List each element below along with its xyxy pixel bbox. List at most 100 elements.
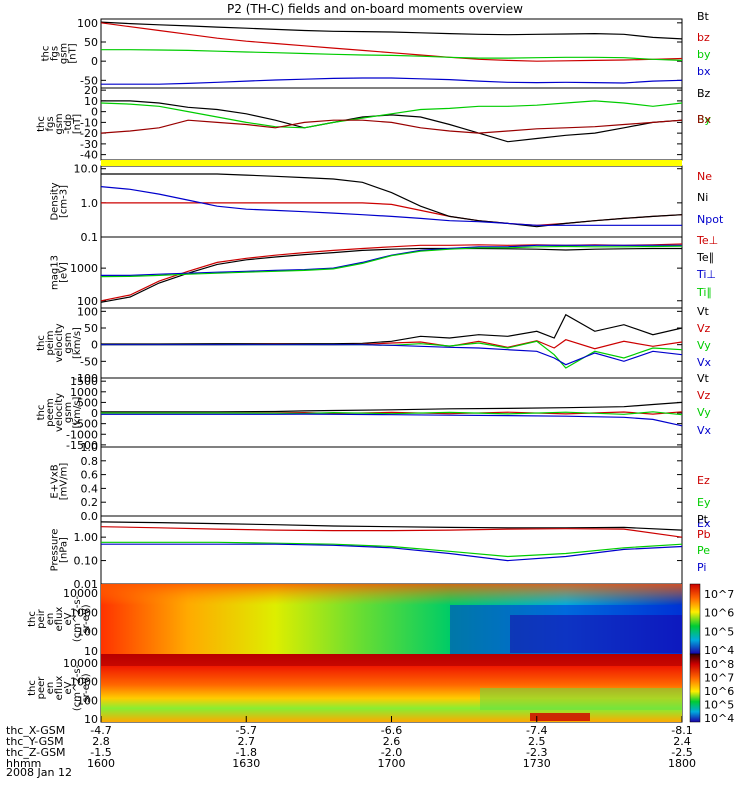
peim_velocity-series-3 xyxy=(101,344,683,366)
y-tick-label: 10 xyxy=(84,95,98,108)
y-tick-label: 1.0 xyxy=(81,441,99,454)
legend-entry: Vy xyxy=(697,339,711,352)
y-axis-label: [eV] xyxy=(59,262,70,283)
y-axis-label: [km/s] xyxy=(72,396,83,428)
y-axis-label: E+VxB xyxy=(50,464,61,498)
y-axis-label: fgs xyxy=(45,116,56,131)
y-tick-label: 100 xyxy=(77,305,98,318)
x-tick-label: -7.4 xyxy=(526,724,547,737)
legend-entry: Pb xyxy=(697,528,711,541)
density-frame xyxy=(100,165,683,238)
pressure-series-0 xyxy=(100,521,683,531)
x-tick-label: -2.3 xyxy=(526,746,547,759)
y-axis-label: velocity xyxy=(54,323,65,362)
y-tick-label: 10 xyxy=(84,713,98,726)
colorbar-label: 10^6 xyxy=(704,607,734,620)
legend-entry: Ni xyxy=(697,191,708,204)
y-tick-label: 0.01 xyxy=(74,578,99,591)
peem_velocity-series-3 xyxy=(101,413,683,427)
y-axis-label: [nPa] xyxy=(59,537,70,563)
y-tick-label: 10 xyxy=(84,645,98,658)
x-row-label: thc_X-GSM xyxy=(6,724,65,737)
colorbar-label: 10^6 xyxy=(704,685,734,698)
density-series-2 xyxy=(100,186,682,226)
y-axis-label: -tdp xyxy=(63,114,74,134)
y-axis-label: mag13 xyxy=(50,255,61,290)
legend-entry: by xyxy=(697,48,711,61)
y-tick-label: 0.8 xyxy=(81,455,99,468)
x-tick-label: 2.8 xyxy=(92,735,110,748)
date-label: 2008 Jan 12 xyxy=(6,766,72,779)
y-axis-label: gsm xyxy=(63,402,74,423)
y-axis-label: fgs xyxy=(50,46,61,61)
y-tick-label: 1500 xyxy=(70,375,98,388)
y-axis-label: [nT] xyxy=(72,114,83,134)
peem_velocity-series-0 xyxy=(101,401,683,413)
legend-entry: By xyxy=(697,113,712,126)
y-axis-label: eflux xyxy=(54,607,65,632)
legend-entry: Ex xyxy=(697,517,711,530)
legend-entry: Vt xyxy=(697,372,710,385)
electron-spectrogram xyxy=(101,654,682,722)
y-axis-label: sr-eV) xyxy=(81,673,92,702)
legend-entry: Vz xyxy=(697,322,711,335)
legend-entry: Vx xyxy=(697,424,712,437)
y-axis-label: peer xyxy=(36,676,47,700)
legend-entry: bx xyxy=(697,65,711,78)
y-axis-label: eV xyxy=(63,612,74,625)
peem_velocity-series-2 xyxy=(101,411,683,416)
fgs_gsm-series-0 xyxy=(100,21,683,40)
fgs_gsm-series-1 xyxy=(100,22,683,62)
y-tick-label: -40 xyxy=(80,149,98,162)
efield-frame xyxy=(100,446,683,517)
y-axis-label: gsm xyxy=(54,113,65,134)
y-axis-label: [nT] xyxy=(68,43,79,63)
fgs_gsm-series-3 xyxy=(101,77,683,85)
temperature-panel: 1000 100 mag13[eV] Te⊥ Te∥ Ti⊥ Ti∥ xyxy=(50,234,718,309)
temperature-series-3 xyxy=(100,245,683,278)
colorbar-label: 10^5 xyxy=(704,699,734,712)
y-tick-label: 0.4 xyxy=(81,482,99,495)
y-tick-label: 1000 xyxy=(70,676,98,689)
legend-entry: Te⊥ xyxy=(696,234,718,247)
quality-bar xyxy=(101,160,682,166)
y-tick-label: 10000 xyxy=(63,657,98,670)
legend-entry: Vy xyxy=(697,406,711,419)
y-axis-label: gsm xyxy=(59,43,70,64)
y-tick-label: 100 xyxy=(77,295,98,308)
legend-entry: Pi xyxy=(697,561,706,574)
x-tick-label: 2.4 xyxy=(673,735,691,748)
legend-entry: Te∥ xyxy=(696,251,714,264)
ion-spectrogram xyxy=(101,584,682,654)
temperature-series-0 xyxy=(100,243,683,302)
y-tick-label: -30 xyxy=(80,138,98,151)
y-axis-label: en xyxy=(45,613,56,626)
x-tick-label: -4.7 xyxy=(90,724,111,737)
density-panel: 10.0 1.0 0.1 Density[cm-3] Ne Ni Npot xyxy=(50,163,724,244)
ion-colorbar xyxy=(689,583,701,655)
y-tick-label: 20 xyxy=(84,84,98,97)
y-tick-label: 0.1 xyxy=(81,231,99,244)
y-tick-label: 1000 xyxy=(70,386,98,399)
fgs_gsm-series-2 xyxy=(101,49,683,61)
legend-entry: Bz xyxy=(697,87,711,100)
colorbar-label: 10^4 xyxy=(704,712,734,725)
x-tick-label: -2.5 xyxy=(671,746,692,759)
y-axis-label: peir xyxy=(36,608,47,628)
x-tick-label: -6.6 xyxy=(381,724,402,737)
colorbar-label: 10^7 xyxy=(704,588,734,601)
y-tick-label: -10 xyxy=(80,116,98,129)
y-tick-label: 1.0 xyxy=(81,197,99,210)
colorbar-label: 10^7 xyxy=(704,672,734,685)
fgs_gsm_tdp-series-2 xyxy=(100,119,683,134)
y-axis-label: Pressure xyxy=(50,529,61,572)
y-tick-label: 50 xyxy=(84,322,98,335)
y-axis-label: velocity xyxy=(54,393,65,432)
legend-entry: Ti⊥ xyxy=(696,268,716,281)
x-row-label: hhmm xyxy=(6,757,41,770)
x-tick-label: -8.1 xyxy=(671,724,692,737)
y-tick-label: 0.2 xyxy=(81,496,99,509)
